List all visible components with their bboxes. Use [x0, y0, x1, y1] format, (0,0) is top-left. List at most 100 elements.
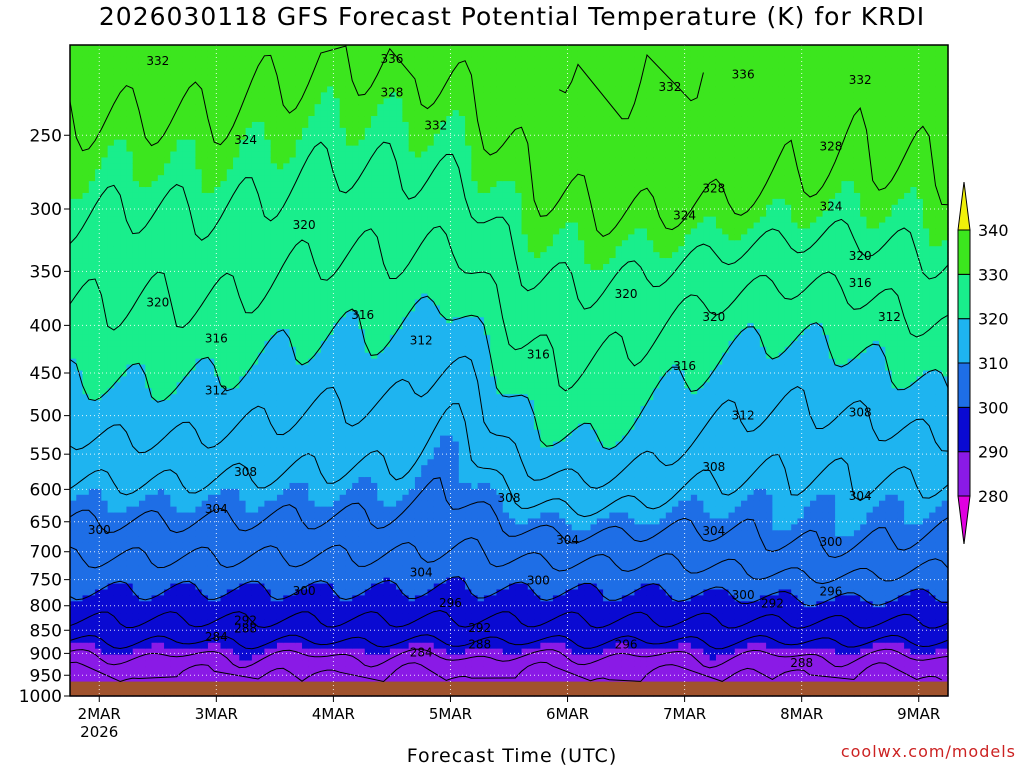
contour-label-300: 300 [732, 588, 755, 602]
contour-label-300: 300 [88, 523, 111, 537]
y-tick-label-600: 600 [30, 480, 62, 500]
credit-text: coolwx.com/models [840, 742, 1016, 761]
contour-label-296: 296 [439, 596, 462, 610]
contour-label-284: 284 [410, 645, 433, 659]
contour-label-312: 312 [732, 409, 755, 423]
colorbar-swatch-280 [957, 451, 971, 497]
contour-line-300 [69, 576, 948, 607]
plot-frame [69, 44, 949, 697]
y-tick-label-350: 350 [30, 262, 62, 282]
contour-label-316: 316 [849, 276, 872, 290]
contour-label-328: 328 [819, 139, 842, 153]
colorbar-swatch-310 [957, 318, 971, 364]
colorbar-swatch-290 [957, 406, 971, 453]
contour-label-324: 324 [234, 133, 257, 147]
colorbar-label-280: 280 [978, 487, 1009, 506]
x-axis-label: Forecast Time (UTC) [406, 745, 618, 767]
colorbar-label-300: 300 [978, 398, 1009, 417]
contour-label-316: 316 [527, 348, 550, 362]
colorbar-swatch-320 [957, 273, 971, 320]
contour-label-288: 288 [468, 637, 491, 651]
contour-label-312: 312 [410, 333, 433, 347]
colorbar-label-290: 290 [978, 443, 1009, 462]
contour-labels: 332 336 328 332 324 332 336 332 328 328 324 324 320 3… [88, 52, 901, 670]
contour-label-320: 320 [146, 295, 169, 309]
contour-label-292: 292 [234, 614, 257, 628]
contour-label-308: 308 [702, 460, 725, 474]
contour-line-304 [69, 537, 949, 585]
contour-line-296 [69, 609, 949, 629]
contour-label-292: 292 [761, 597, 784, 611]
contour-label-296: 296 [819, 584, 842, 598]
contour-label-312: 312 [878, 310, 901, 324]
y-tick-label-250: 250 [30, 126, 62, 146]
contour-label-300: 300 [293, 584, 316, 598]
y-tick-label-400: 400 [30, 316, 62, 336]
contour-label-288: 288 [790, 656, 813, 670]
contour-line-288 [69, 648, 949, 669]
contour-label-320: 320 [293, 218, 316, 232]
contour-label-300: 300 [819, 535, 842, 549]
contour-label-284: 284 [205, 630, 228, 644]
contour-label-308: 308 [234, 465, 257, 479]
contour-label-304: 304 [849, 489, 872, 503]
colorbar-extend-bottom [957, 495, 971, 545]
contour-label-304: 304 [410, 566, 433, 580]
contour-line-312 [69, 403, 949, 518]
contour-label-336: 336 [380, 52, 403, 66]
contour-label-304: 304 [702, 524, 725, 538]
colorbar-label-320: 320 [978, 310, 1009, 329]
x-tick-label-5MAR: 5MAR [429, 705, 472, 723]
y-axis: 250 300 350 400 450 500 550 600 650 700 750 800 850 9… [19, 126, 70, 707]
y-tick-label-450: 450 [30, 364, 62, 384]
contour-label-332: 332 [659, 80, 682, 94]
x-tick-label-8MAR: 8MAR [780, 705, 823, 723]
y-tick-label-750: 750 [30, 571, 62, 591]
contour-label-332: 332 [849, 73, 872, 87]
contour-line-328 [69, 141, 949, 310]
contour-label-324: 324 [819, 199, 842, 213]
x-tick-label-3MAR: 3MAR [195, 705, 238, 723]
contour-line-284 [69, 661, 942, 683]
contour-fill [70, 45, 949, 697]
colorbar: 280 290 300 310 320 330 340 [957, 181, 1009, 545]
colorbar-label-330: 330 [978, 265, 1009, 284]
colorbar-swatch-300 [957, 362, 971, 408]
contour-line-320 [69, 295, 949, 451]
x-tick-label-2MAR: 2MAR [78, 705, 121, 723]
y-tick-label-900: 900 [30, 644, 62, 664]
y-tick-label-950: 950 [30, 666, 62, 686]
contour-lines [69, 45, 949, 683]
contour-label-288: 288 [234, 621, 257, 635]
contour-label-316: 316 [673, 359, 696, 373]
contour-label-332: 332 [146, 54, 169, 68]
colorbar-label-310: 310 [978, 354, 1009, 373]
x-tick-sublabel: 2026 [80, 723, 118, 741]
y-tick-label-500: 500 [30, 407, 62, 427]
y-tick-label-850: 850 [30, 621, 62, 641]
contour-label-308: 308 [498, 491, 521, 505]
terrain-shading [70, 681, 948, 696]
chart-title: 2026030118 GFS Forecast Potential Temper… [98, 2, 926, 31]
colorbar-extend-top [957, 181, 971, 231]
x-tick-label-6MAR: 6MAR [546, 705, 589, 723]
contour-label-328: 328 [380, 86, 403, 100]
y-tick-label-550: 550 [30, 445, 62, 465]
contour-label-292: 292 [468, 621, 491, 635]
contour-line-324 [69, 225, 949, 392]
contour-label-316: 316 [351, 308, 374, 322]
x-tick-label-9MAR: 9MAR [897, 705, 940, 723]
contour-label-320: 320 [849, 249, 872, 263]
contour-label-320: 320 [615, 287, 638, 301]
contour-label-336: 336 [732, 67, 755, 81]
contour-label-316: 316 [205, 331, 228, 345]
grid-lines [70, 45, 948, 697]
y-tick-label-700: 700 [30, 543, 62, 563]
contour-label-328: 328 [702, 181, 725, 195]
contour-label-304: 304 [556, 533, 579, 547]
y-tick-label-800: 800 [30, 597, 62, 617]
contour-line-336 [558, 53, 704, 120]
contour-line-332 [69, 45, 949, 237]
